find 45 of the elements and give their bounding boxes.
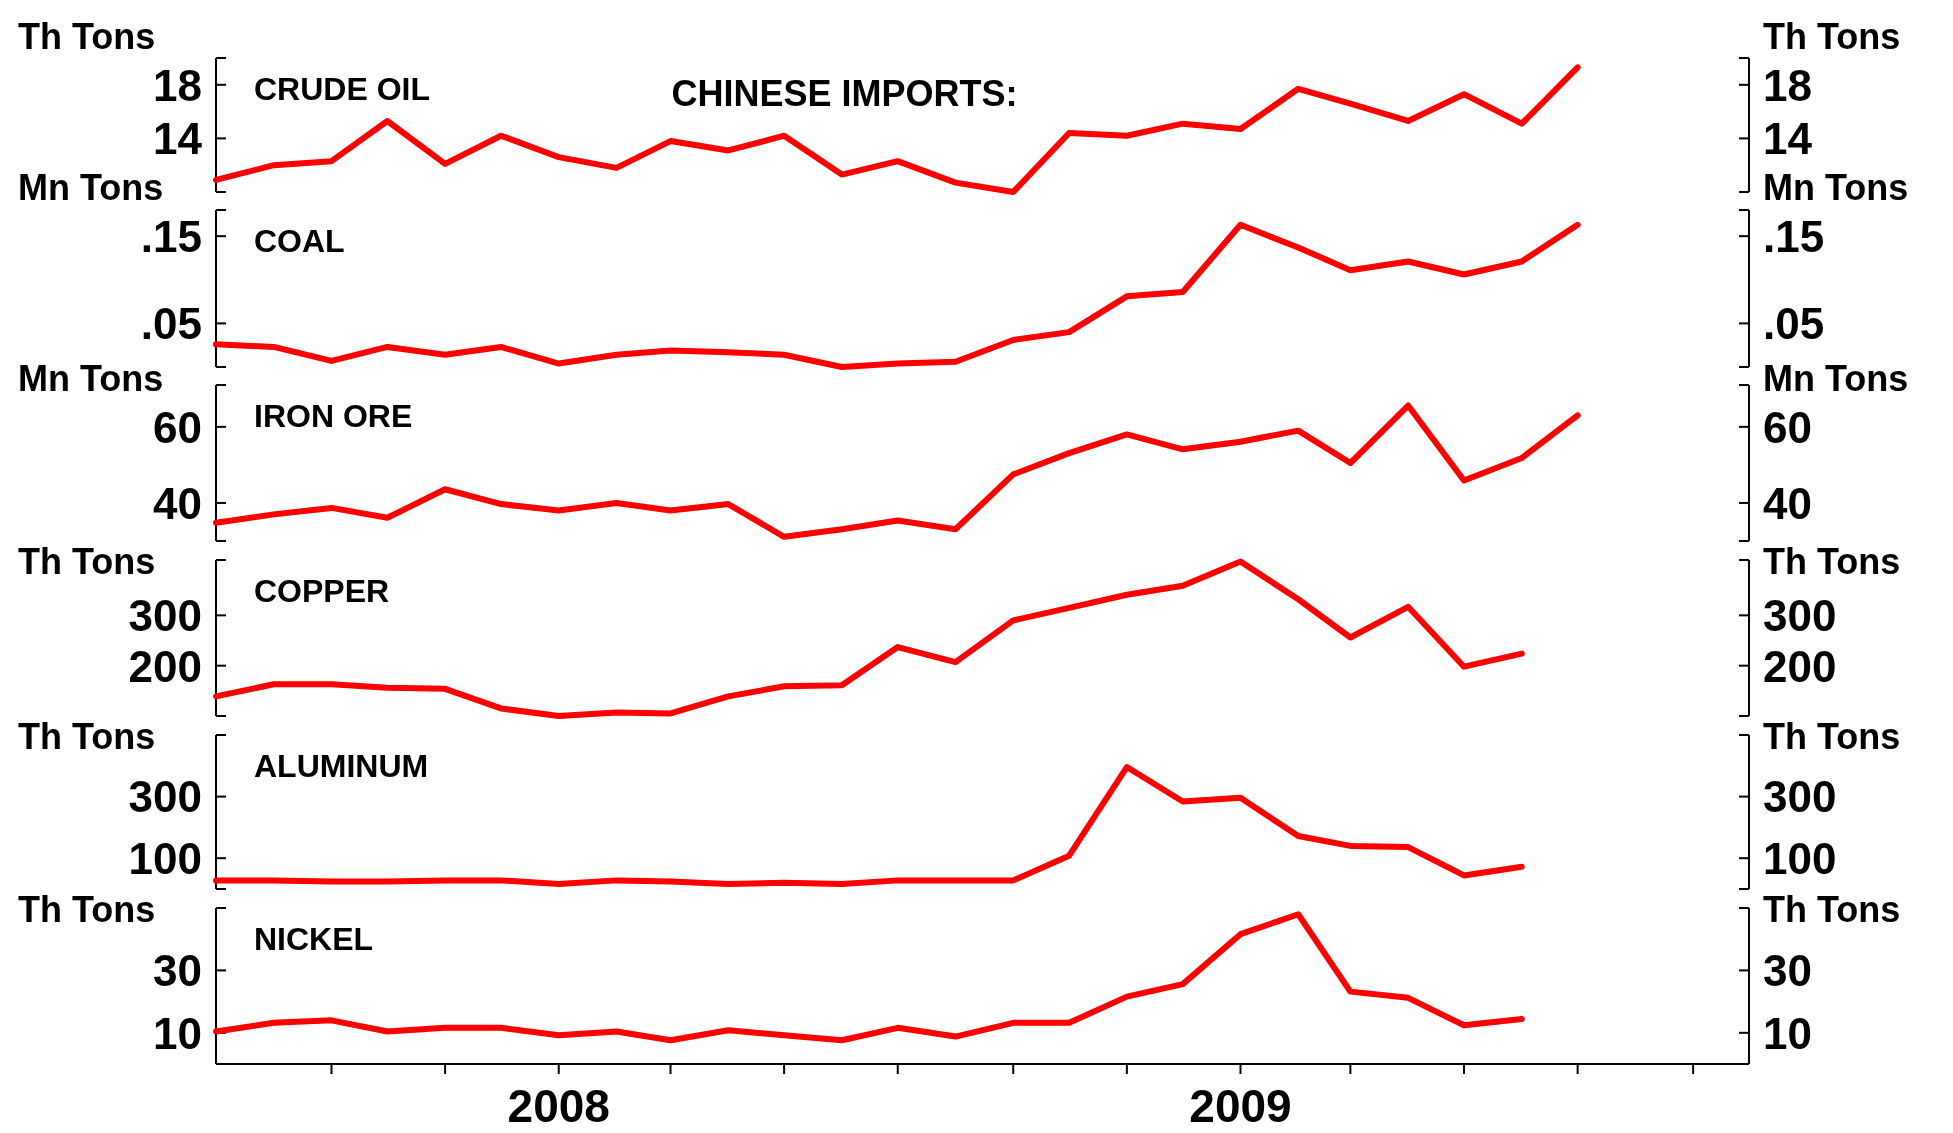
- y2-axis-title: Th Tons: [1763, 716, 1901, 757]
- y-axis-title: Th Tons: [18, 716, 156, 757]
- y2-tick-label: 14: [1763, 114, 1813, 164]
- y-axis-title: Mn Tons: [18, 357, 164, 399]
- y-tick-label: .05: [140, 299, 202, 349]
- y2-tick-label: 300: [1763, 591, 1837, 641]
- y2-axis-title: Th Tons: [1763, 15, 1901, 57]
- y-tick-label: 18: [153, 60, 202, 110]
- y-tick-label: 300: [128, 591, 202, 641]
- y2-tick-label: .15: [1763, 212, 1825, 262]
- y2-tick-label: 10: [1763, 1008, 1812, 1058]
- chart-title: COPPER: [254, 573, 390, 609]
- y-tick-label: 300: [128, 772, 202, 822]
- y-tick-label: 14: [153, 114, 203, 164]
- y2-axis-title: Th Tons: [1763, 541, 1901, 582]
- y2-tick-label: 60: [1763, 402, 1812, 452]
- y-tick-label: 100: [128, 834, 202, 884]
- y-axis-title: Mn Tons: [18, 167, 164, 209]
- chart-title: COAL: [254, 223, 345, 259]
- chart-title: CRUDE OIL: [254, 71, 430, 107]
- x-tick-label: 2008: [507, 1080, 610, 1132]
- y2-axis-title: Th Tons: [1763, 889, 1901, 930]
- chart-title: ALUMINUM: [254, 748, 429, 784]
- y2-axis-title: Mn Tons: [1763, 357, 1909, 399]
- y-tick-label: .15: [140, 212, 202, 262]
- y2-tick-label: 40: [1763, 478, 1812, 528]
- chart-title: NICKEL: [254, 921, 374, 957]
- y2-axis-title: Mn Tons: [1763, 167, 1909, 209]
- y-axis-title: Th Tons: [18, 15, 156, 57]
- y-tick-label: 60: [153, 402, 202, 452]
- y2-tick-label: 300: [1763, 772, 1837, 822]
- chart-title: IRON ORE: [254, 398, 413, 434]
- y2-tick-label: 100: [1763, 834, 1837, 884]
- y-tick-label: 30: [153, 946, 202, 996]
- y2-tick-label: 30: [1763, 946, 1812, 996]
- y-tick-label: 40: [153, 478, 202, 528]
- annotation: CHINESE IMPORTS:: [671, 73, 1018, 114]
- y2-tick-label: 18: [1763, 60, 1812, 110]
- y-axis-title: Th Tons: [18, 889, 156, 930]
- y-tick-label: 200: [128, 641, 202, 691]
- y2-tick-label: .05: [1763, 299, 1825, 349]
- x-tick-label: 2009: [1189, 1080, 1292, 1132]
- y-tick-label: 10: [153, 1008, 202, 1058]
- y-axis-title: Th Tons: [18, 541, 156, 582]
- y2-tick-label: 200: [1763, 641, 1837, 691]
